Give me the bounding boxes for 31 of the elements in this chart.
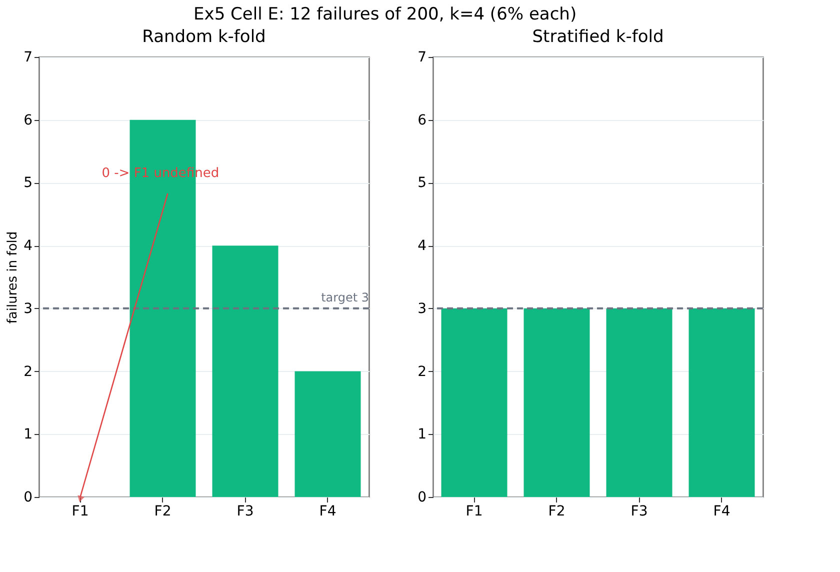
x-tick-label: F2 [154, 504, 172, 520]
chart-title: Ex5 Cell E: 12 failures of 200, k=4 (6% each) [194, 4, 577, 24]
y-tick-label: 1 [418, 426, 426, 443]
chart-title: Stratified k-fold [532, 27, 664, 47]
y-tick-label: 2 [24, 364, 32, 380]
x-tick-label: F3 [630, 504, 648, 520]
y-tick-label: 5 [24, 175, 32, 192]
y-tick-label: 6 [24, 112, 33, 128]
y-tick-label: 2 [418, 364, 426, 380]
y-tick-label: 1 [24, 426, 32, 443]
chart-subtitle: Random k-fold [142, 27, 266, 47]
y-tick-label: 7 [418, 50, 426, 66]
y-tick-label: 0 [24, 490, 32, 506]
x-tick-label: F1 [466, 504, 483, 520]
x-tick-label: F4 [713, 504, 730, 520]
y-tick-label: 4 [24, 238, 33, 254]
x-tick-label: F1 [72, 504, 89, 520]
x-tick-label: F4 [319, 504, 336, 520]
y-axis-title: failures in fold [6, 231, 21, 324]
x-tick-label: F3 [236, 504, 254, 520]
x-tick-label: F2 [548, 504, 566, 520]
y-tick-label: 6 [418, 112, 427, 128]
y-tick-label: 4 [418, 238, 427, 254]
ref-line-label: target 3 [321, 290, 369, 304]
y-tick-label: 3 [418, 300, 426, 317]
y-tick-label: 7 [24, 50, 32, 66]
y-tick-label: 0 [418, 490, 426, 506]
y-tick-label: 5 [418, 175, 426, 192]
y-tick-label: 3 [24, 300, 32, 317]
bar [294, 371, 361, 497]
bar [212, 246, 278, 497]
